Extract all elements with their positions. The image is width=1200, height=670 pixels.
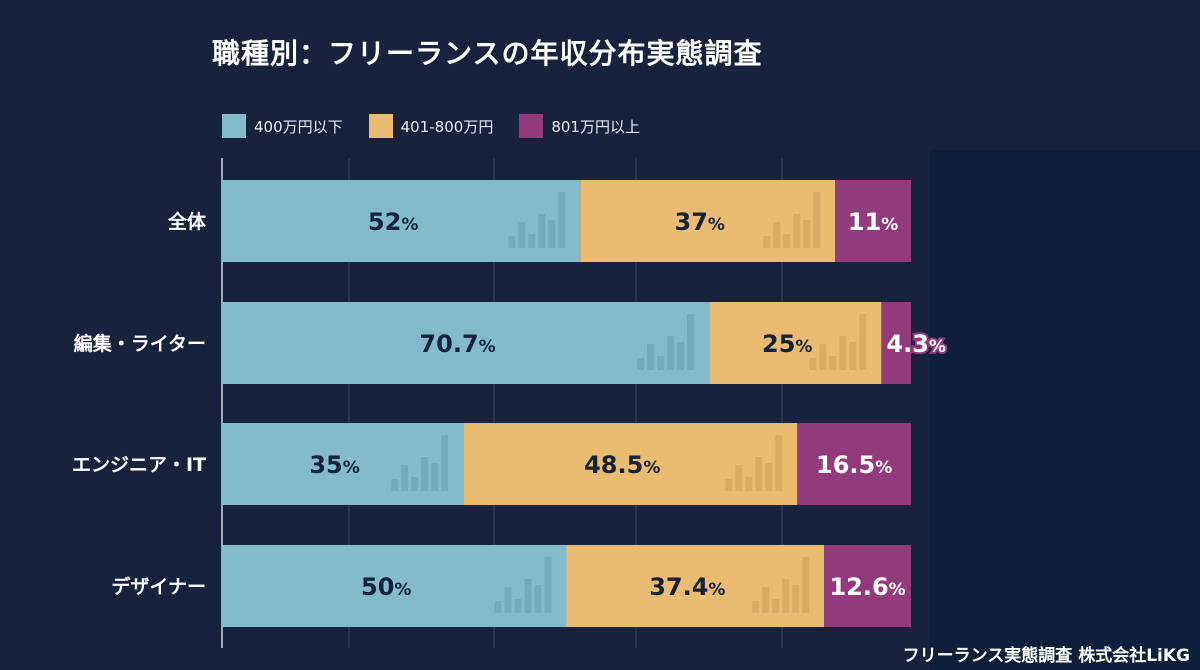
mini-bar-icon [647,344,655,370]
legend: 400万円以下 401-800万円 801万円以上 [222,114,640,138]
mini-bar-icon [544,557,552,613]
mini-bar-icon [508,236,516,248]
category-label: 全体 [167,210,207,233]
mini-bar-icon [813,192,821,248]
mini-bar-icon [792,585,800,613]
data-label: 12.6% [829,573,905,601]
mini-bar-icon [775,435,783,491]
mini-bar-icon [667,336,675,370]
mini-bar-icon [538,214,546,248]
category-label: 編集・ライター [74,332,206,355]
category-label: エンジニア・IT [72,454,206,476]
bar-segment [222,302,710,384]
bar-segment [797,423,911,505]
mini-bar-icon [819,344,827,370]
mini-bar-icon [772,599,780,613]
chart-title: 職種別：フリーランスの年収分布実態調査 [212,37,763,70]
mini-bar-icon [762,587,770,613]
mini-bar-icon [518,222,526,248]
mini-bar-icon [752,601,760,613]
background-panel [930,150,1200,670]
bar-segment [835,180,911,262]
mini-bar-icon [782,579,790,613]
mini-bar-icon [763,236,771,248]
mini-bar-icon [725,479,733,491]
bar-segment [580,180,836,262]
bar-segment [463,423,798,505]
mini-bar-icon [637,358,645,370]
mini-bar-icon [657,356,665,370]
legend-item: 401-800万円 [368,114,494,138]
mini-bar-icon [558,192,566,248]
source-credit: フリーランス実態調査 株式会社LiKG [902,646,1190,666]
mini-bar-icon [411,477,419,491]
mini-bar-icon [809,358,817,370]
mini-bar-icon [765,463,773,491]
legend-swatch [519,114,544,138]
mini-bar-icon [528,234,536,248]
mini-bar-icon [391,479,399,491]
mini-bar-icon [745,477,753,491]
mini-bar-icon [839,336,847,370]
mini-bar-icon [803,220,811,248]
mini-bar-icon [548,220,556,248]
legend-label: 801万円以上 [551,117,640,136]
mini-bar-icon [735,465,743,491]
mini-bar-icon [514,599,522,613]
data-label: 4.3% [886,330,946,358]
mini-bar-icon [849,342,857,370]
data-label: 70.7% [419,330,495,358]
mini-bar-icon [802,557,810,613]
mini-bar-icon [793,214,801,248]
bar-segment [881,302,911,384]
mini-bar-icon [534,585,542,613]
mini-bar-icon [755,457,763,491]
mini-bar-icon [687,314,695,370]
category-label: デザイナー [111,575,206,598]
mini-bar-icon [431,463,439,491]
legend-label: 400万円以下 [254,117,343,136]
legend-swatch [222,114,246,138]
data-label: 25% [762,330,812,358]
mini-bar-icon [783,234,791,248]
bar-segment [222,545,567,627]
mini-bar-icon [441,435,449,491]
mini-bar-icon [524,579,532,613]
legend-item: 801万円以上 [519,114,640,138]
legend-label: 401-800万円 [400,117,494,136]
legend-item: 400万円以下 [222,114,343,138]
mini-bar-icon [829,356,837,370]
mini-bar-icon [677,342,685,370]
legend-swatch [368,114,393,138]
mini-bar-icon [773,222,781,248]
mini-bar-icon [494,601,502,613]
bar-segment [824,545,911,627]
mini-bar-icon [421,457,429,491]
bar-segment [566,545,825,627]
mini-bar-icon [401,465,409,491]
mini-bar-icon [859,314,867,370]
mini-bar-icon [504,587,512,613]
bar-segment [222,180,581,262]
